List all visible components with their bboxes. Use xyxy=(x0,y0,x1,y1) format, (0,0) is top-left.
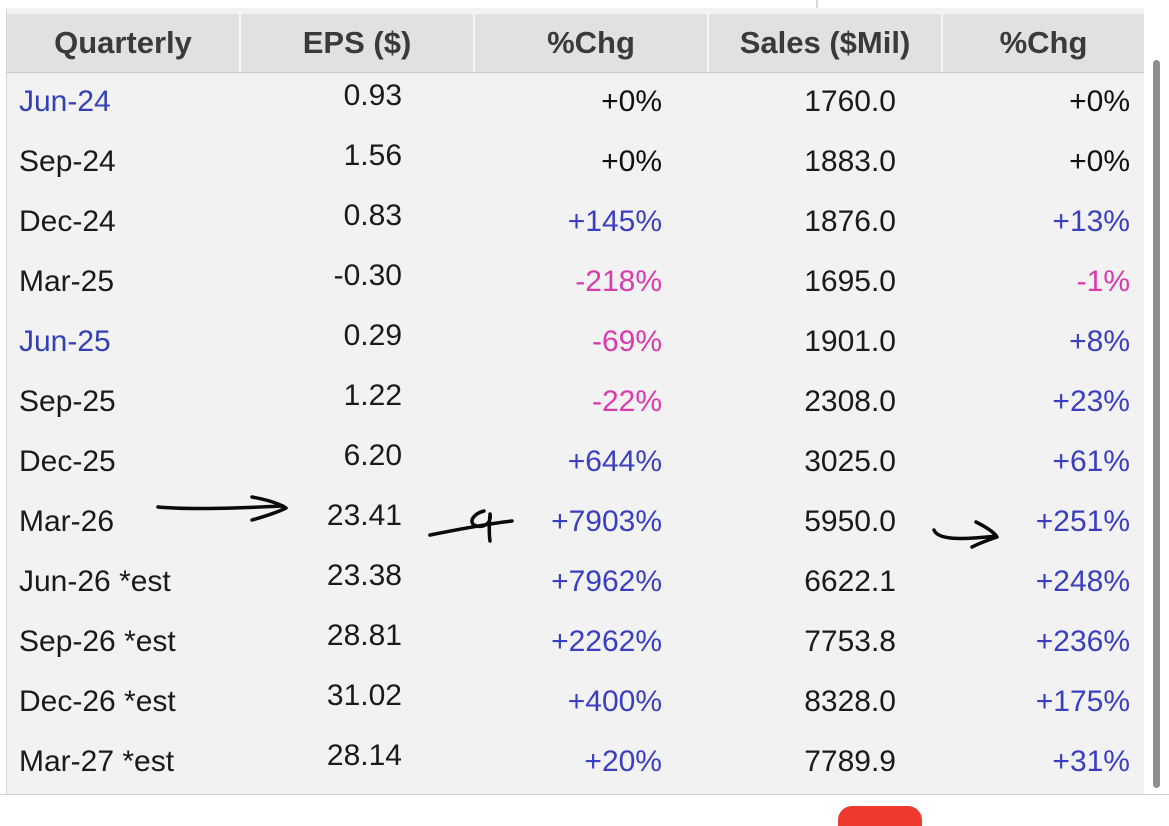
table-row: Jun-26 *est 23.38 +7962% 6622.1 +248% xyxy=(7,552,1144,612)
eps-chg-cell: -69% xyxy=(591,325,662,358)
table-header: Quarterly EPS ($) %Chg Sales ($Mil) %Chg xyxy=(7,14,1144,73)
quarter-cell[interactable]: Jun-24 xyxy=(19,85,111,118)
sales-chg-cell: +8% xyxy=(1069,325,1130,358)
sales-cell: 6622.1 xyxy=(804,565,896,598)
sales-chg-cell: +251% xyxy=(1035,505,1130,538)
eps-chg-cell: +7962% xyxy=(551,565,662,598)
eps-chg-cell: +0% xyxy=(601,85,662,118)
quarter-cell: Sep-24 xyxy=(19,145,116,178)
table-row: Jun-25 0.29 -69% 1901.0 +8% xyxy=(7,312,1144,372)
eps-cell: 1.56 xyxy=(343,139,402,172)
sales-chg-cell: +175% xyxy=(1035,685,1130,718)
sales-chg-cell: +236% xyxy=(1035,625,1130,658)
sales-cell: 1760.0 xyxy=(804,85,896,118)
header-eps[interactable]: EPS ($) xyxy=(239,14,473,72)
sales-cell: 1901.0 xyxy=(804,325,896,358)
sales-cell: 1876.0 xyxy=(804,205,896,238)
eps-cell: -0.30 xyxy=(333,259,402,292)
top-divider xyxy=(816,0,818,8)
table-row: Jun-24 0.93 +0% 1760.0 +0% xyxy=(7,72,1144,132)
quarter-cell: Dec-24 xyxy=(19,205,116,238)
sales-cell: 8328.0 xyxy=(804,685,896,718)
eps-cell: 0.29 xyxy=(343,319,402,352)
eps-cell: 28.81 xyxy=(326,619,402,652)
sales-chg-cell: +31% xyxy=(1052,745,1130,778)
eps-chg-cell: +145% xyxy=(567,205,662,238)
sales-cell: 3025.0 xyxy=(804,445,896,478)
header-eps-chg[interactable]: %Chg xyxy=(473,14,707,72)
eps-chg-cell: -22% xyxy=(591,385,662,418)
sales-chg-cell: +13% xyxy=(1052,205,1130,238)
sales-chg-cell: +0% xyxy=(1069,145,1130,178)
eps-cell: 1.22 xyxy=(343,379,402,412)
quarter-cell[interactable]: Jun-25 xyxy=(19,325,111,358)
sales-chg-cell: +248% xyxy=(1035,565,1130,598)
quarter-cell: Dec-26 *est xyxy=(19,685,176,718)
eps-chg-cell: +20% xyxy=(584,745,662,778)
eps-chg-cell: +644% xyxy=(567,445,662,478)
quarter-cell: Sep-25 xyxy=(19,385,116,418)
sales-cell: 7789.9 xyxy=(804,745,896,778)
header-sales-chg[interactable]: %Chg xyxy=(941,14,1144,72)
quarter-cell: Dec-25 xyxy=(19,445,116,478)
sales-cell: 2308.0 xyxy=(804,385,896,418)
eps-cell: 0.83 xyxy=(343,199,402,232)
sales-cell: 1883.0 xyxy=(804,145,896,178)
sales-chg-cell: +23% xyxy=(1052,385,1130,418)
table-row: Dec-25 6.20 +644% 3025.0 +61% xyxy=(7,432,1144,492)
sales-chg-cell: +61% xyxy=(1052,445,1130,478)
header-sales[interactable]: Sales ($Mil) xyxy=(707,14,941,72)
quarter-cell: Mar-26 xyxy=(19,505,115,538)
quarter-cell: Mar-25 xyxy=(19,265,115,298)
sales-chg-cell: +0% xyxy=(1069,85,1130,118)
eps-chg-cell: -218% xyxy=(575,265,662,298)
sales-cell: 1695.0 xyxy=(804,265,896,298)
table-row: Sep-24 1.56 +0% 1883.0 +0% xyxy=(7,132,1144,192)
eps-cell: 23.38 xyxy=(326,559,402,592)
scrollbar-thumb[interactable] xyxy=(1153,60,1160,788)
eps-chg-cell: +0% xyxy=(601,145,662,178)
sales-chg-cell: -1% xyxy=(1076,265,1130,298)
earnings-table: Quarterly EPS ($) %Chg Sales ($Mil) %Chg… xyxy=(6,8,1144,794)
quarter-cell: Jun-26 *est xyxy=(19,565,171,598)
sales-cell: 7753.8 xyxy=(804,625,896,658)
eps-chg-cell: +2262% xyxy=(551,625,662,658)
eps-cell: 28.14 xyxy=(326,739,402,772)
eps-cell: 23.41 xyxy=(326,499,402,532)
top-strip xyxy=(0,0,1169,8)
table-row: Mar-26 23.41 +7903% 5950.0 +251% xyxy=(7,492,1144,552)
table-row: Mar-27 *est 28.14 +20% 7789.9 +31% xyxy=(7,732,1144,792)
bottom-bar xyxy=(0,794,1169,815)
eps-cell: 31.02 xyxy=(326,679,402,712)
table-row: Sep-26 *est 28.81 +2262% 7753.8 +236% xyxy=(7,612,1144,672)
table-row: Mar-25 -0.30 -218% 1695.0 -1% xyxy=(7,252,1144,312)
quarter-cell: Sep-26 *est xyxy=(19,625,176,658)
red-badge[interactable] xyxy=(838,806,922,826)
header-quarterly[interactable]: Quarterly xyxy=(54,25,192,60)
eps-cell: 0.93 xyxy=(343,79,402,112)
eps-chg-cell: +7903% xyxy=(551,505,662,538)
table-row: Dec-26 *est 31.02 +400% 8328.0 +175% xyxy=(7,672,1144,732)
eps-chg-cell: +400% xyxy=(567,685,662,718)
eps-cell: 6.20 xyxy=(343,439,402,472)
table-row: Sep-25 1.22 -22% 2308.0 +23% xyxy=(7,372,1144,432)
table-row: Dec-24 0.83 +145% 1876.0 +13% xyxy=(7,192,1144,252)
quarter-cell: Mar-27 *est xyxy=(19,745,175,778)
sales-cell: 5950.0 xyxy=(804,505,896,538)
